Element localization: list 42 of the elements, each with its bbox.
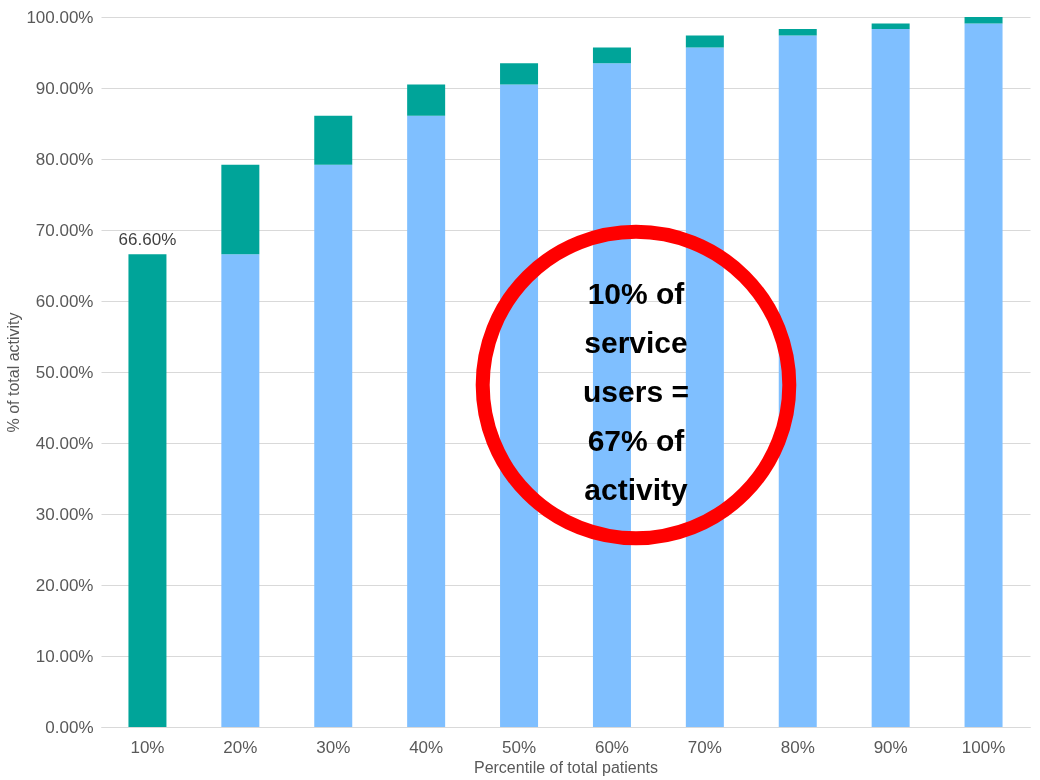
x-tick-label: 70% (687, 737, 722, 757)
bar (314, 115, 353, 165)
bar (128, 254, 167, 727)
annotation: 10% of service users = 67% of activity (583, 277, 689, 506)
bar (500, 63, 539, 85)
x-tick-label: 80% (780, 737, 815, 757)
y-tick-label: 40.00% (35, 433, 94, 453)
y-axis-title: % of total activity (5, 312, 23, 433)
x-tick-label: 20% (223, 737, 258, 757)
x-tick-label: 90% (873, 737, 908, 757)
bar (314, 164, 353, 727)
x-tick-label: 30% (316, 737, 351, 757)
data-label: 66.60% (118, 230, 177, 250)
bar (778, 35, 817, 727)
y-tick-label: 50.00% (35, 362, 94, 382)
x-tick-label: 10% (130, 737, 165, 757)
bar (778, 29, 817, 36)
y-tick-label: 70.00% (35, 220, 94, 240)
bar (407, 115, 446, 727)
y-tick-label: 100.00% (26, 7, 94, 27)
y-tick-label: 10.00% (35, 646, 94, 666)
x-tick-label: 60% (594, 737, 629, 757)
bar (500, 84, 539, 727)
bar (685, 35, 724, 48)
bar (871, 23, 910, 30)
y-tick-label: 90.00% (35, 78, 94, 98)
bar (592, 47, 631, 64)
y-tick-label: 80.00% (35, 149, 94, 169)
bar (221, 164, 260, 255)
y-tick-label: 30.00% (35, 504, 94, 524)
y-tick-label: 20.00% (35, 575, 94, 595)
bar (871, 29, 910, 727)
x-tick-label: 50% (502, 737, 537, 757)
bar (407, 84, 446, 116)
bar (964, 23, 1003, 727)
y-tick-label: 60.00% (35, 291, 94, 311)
x-axis-title: Percentile of total patients (473, 758, 659, 776)
bar (964, 17, 1003, 24)
y-tick-label: 0.00% (45, 717, 94, 737)
x-tick-label: 40% (409, 737, 444, 757)
bar (221, 254, 260, 727)
x-tick-label: 100% (961, 737, 1006, 757)
